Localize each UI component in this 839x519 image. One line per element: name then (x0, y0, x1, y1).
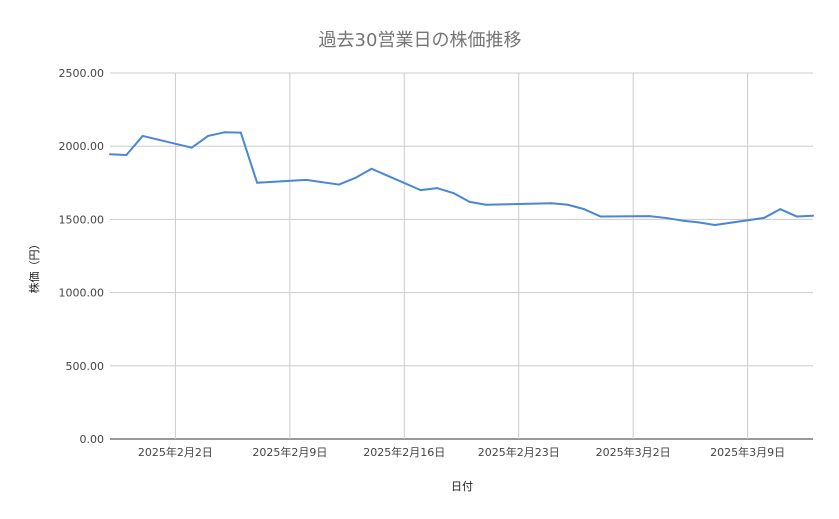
data-point (681, 219, 684, 222)
data-point (485, 203, 488, 206)
data-point (256, 181, 259, 184)
data-point (697, 221, 700, 224)
x-tick-label: 2025年2月23日 (478, 445, 560, 459)
data-point (713, 223, 716, 226)
data-point (239, 131, 242, 134)
data-point (468, 200, 471, 203)
x-tick-label: 2025年3月9日 (710, 445, 785, 459)
data-point (583, 208, 586, 211)
data-point (599, 215, 602, 218)
y-tick-label: 2500.00 (59, 67, 105, 80)
data-point (779, 208, 782, 211)
y-axis-label: 株価（円） (27, 239, 41, 294)
y-tick-label: 0.00 (80, 433, 105, 446)
x-tick-label: 2025年2月2日 (138, 445, 213, 459)
x-tick-label: 2025年2月16日 (363, 445, 445, 459)
chart-title: 過去30営業日の株価推移 (319, 30, 522, 51)
data-point (141, 134, 144, 137)
data-point (762, 216, 765, 219)
y-tick-label: 1500.00 (59, 213, 105, 226)
data-point (452, 192, 455, 195)
data-point (337, 183, 340, 186)
y-tick-label: 2000.00 (59, 140, 105, 153)
data-point (109, 153, 111, 156)
data-point (207, 134, 210, 137)
data-point (125, 153, 128, 156)
price-line (109, 131, 814, 226)
data-point (223, 131, 226, 134)
data-point (566, 203, 569, 206)
data-point (370, 167, 373, 170)
y-tick-label: 500.00 (66, 360, 105, 373)
data-point (812, 214, 814, 217)
x-tick-label: 2025年2月9日 (252, 445, 327, 459)
data-point (435, 187, 438, 190)
data-point (354, 176, 357, 179)
data-point (190, 146, 193, 149)
x-tick-label: 2025年3月2日 (596, 445, 671, 459)
y-tick-label: 1000.00 (59, 287, 105, 300)
data-point (419, 189, 422, 192)
x-axis-label: 日付 (451, 480, 473, 493)
data-point (648, 215, 651, 218)
data-point (550, 202, 553, 205)
data-point (795, 215, 798, 218)
data-point (305, 178, 308, 181)
data-point (664, 216, 667, 219)
